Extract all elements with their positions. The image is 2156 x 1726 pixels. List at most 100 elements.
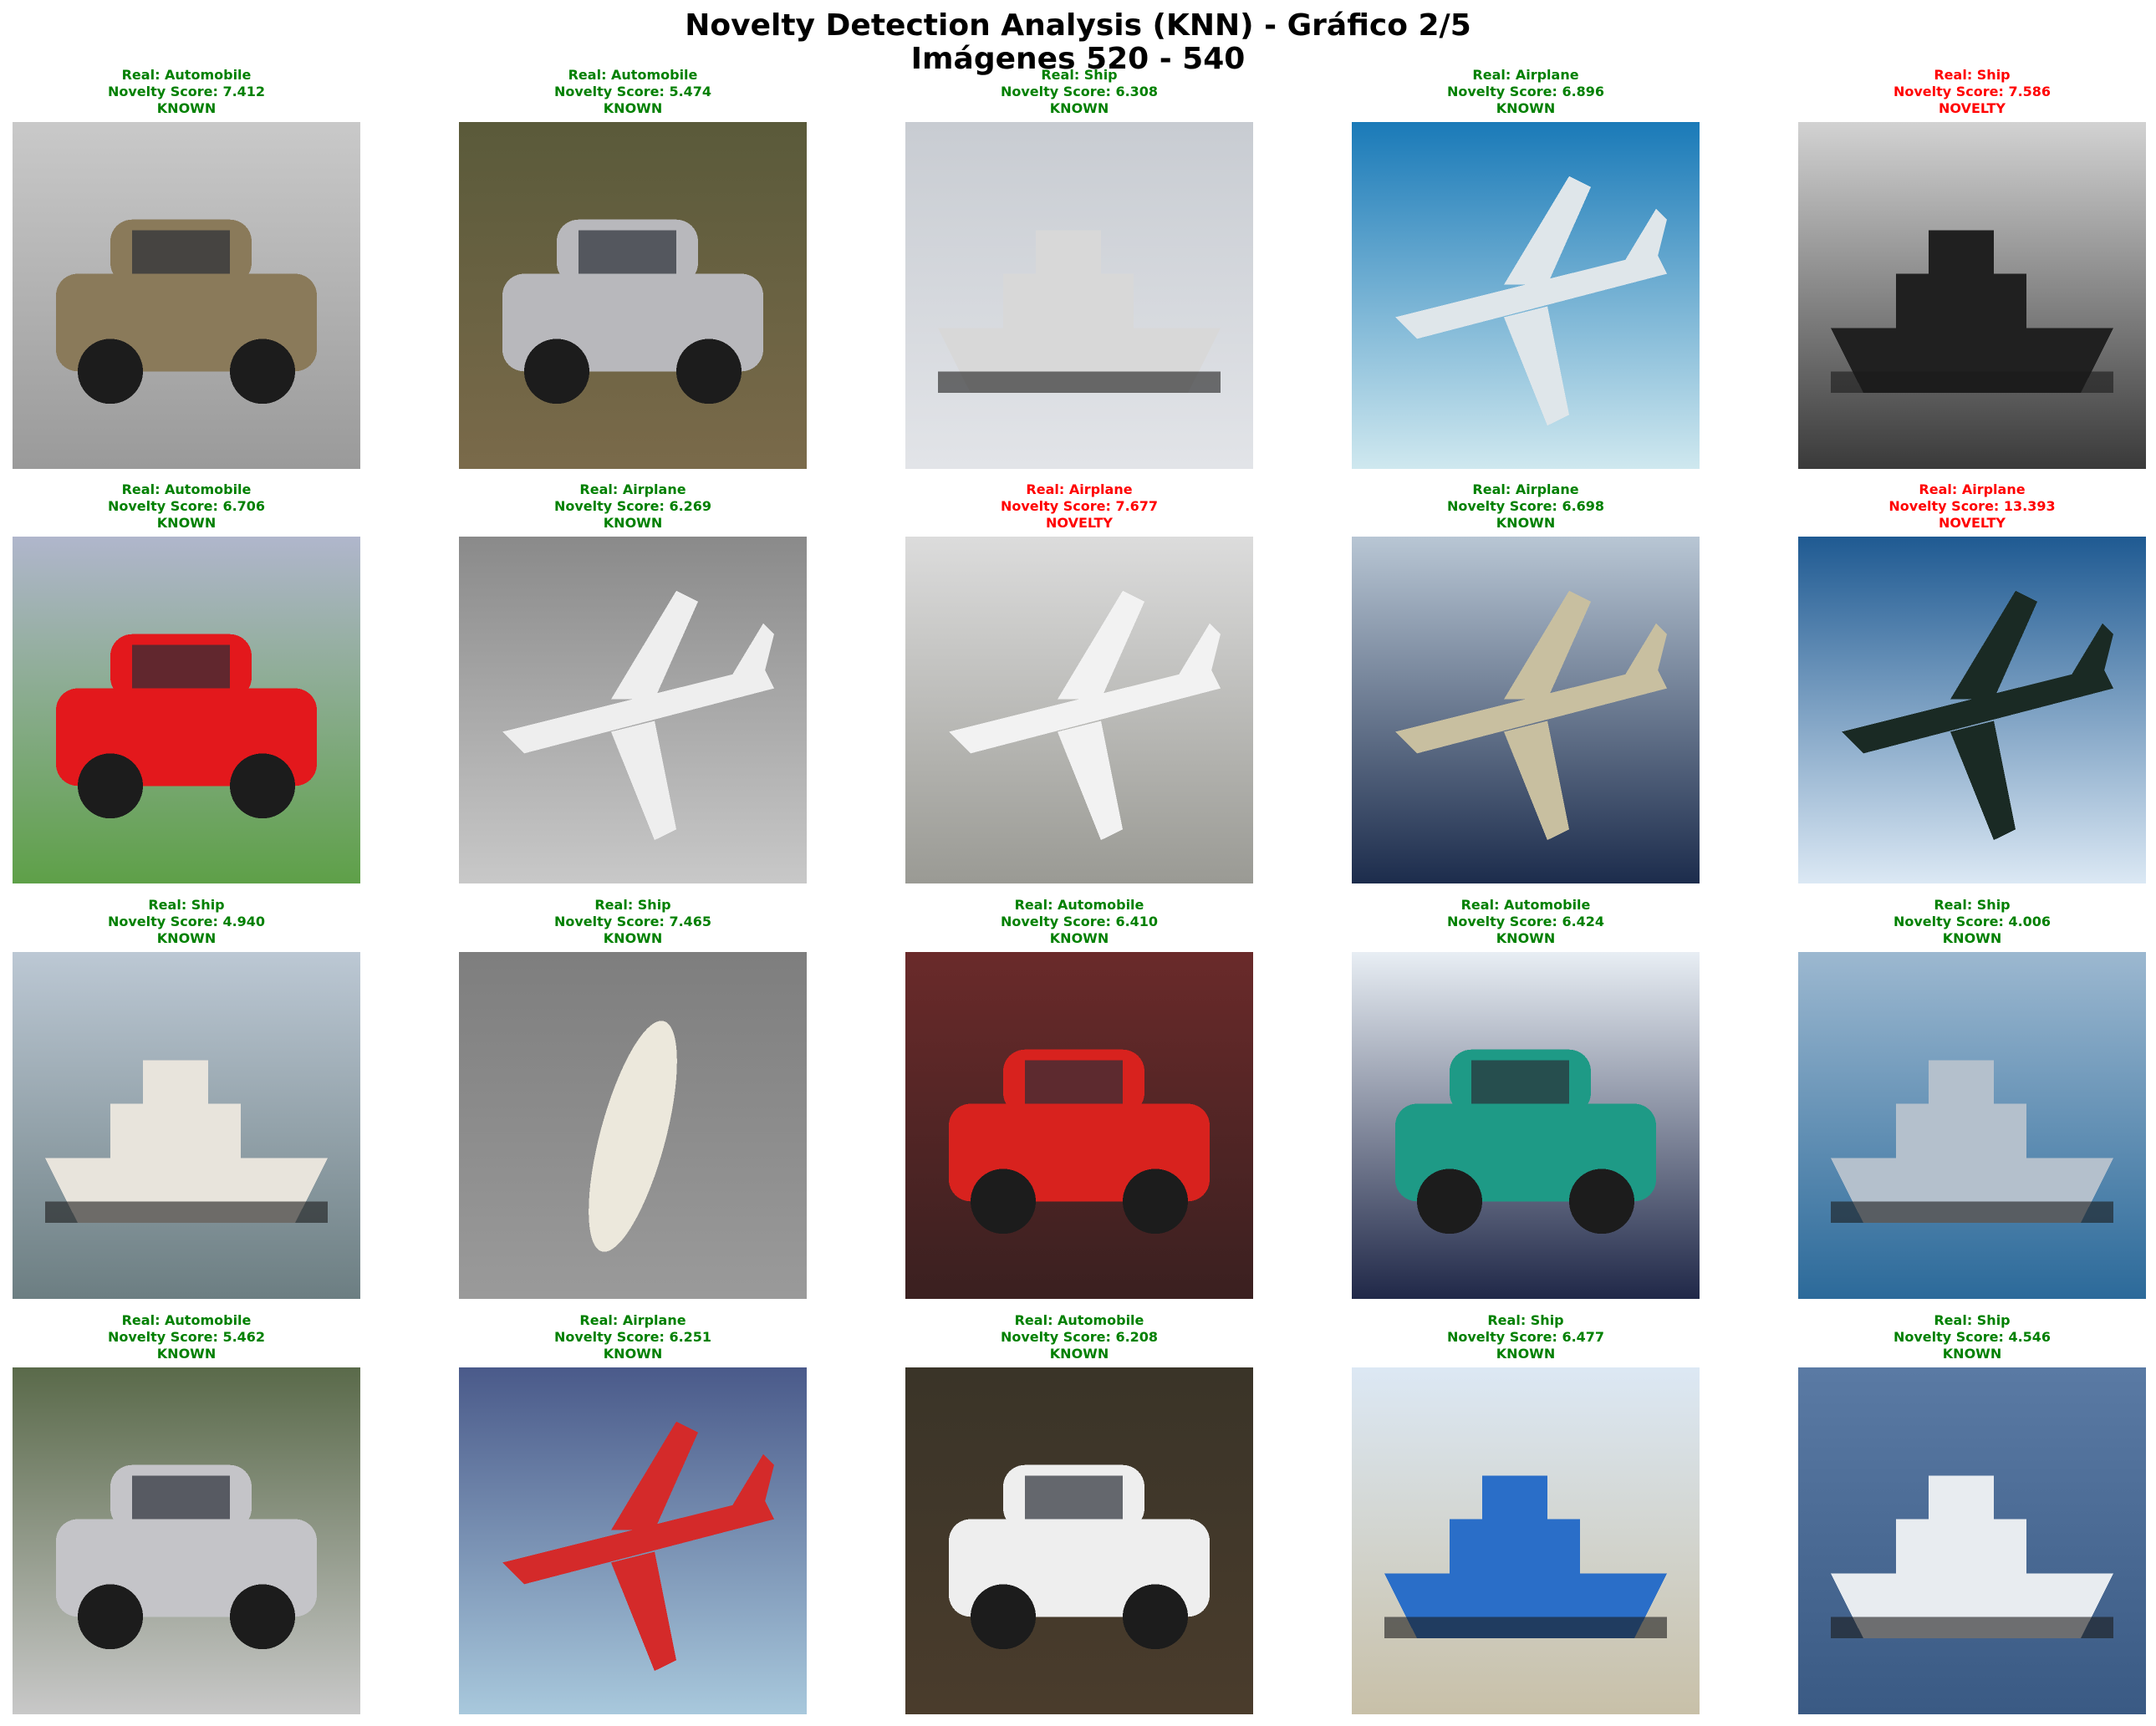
- ship-photo: [905, 122, 1253, 469]
- cell-caption: Real: Ship Novelty Score: 6.477 KNOWN: [1352, 1312, 1700, 1362]
- cell-caption: Real: Airplane Novelty Score: 6.269 KNOWN: [459, 481, 807, 532]
- cell-caption: Real: Automobile Novelty Score: 6.706 KNOW…: [13, 481, 360, 532]
- cell-caption: Real: Automobile Novelty Score: 6.410 KNOW…: [905, 897, 1253, 947]
- status-label: NOVELTY: [1939, 515, 2006, 531]
- car-photo: [13, 1367, 360, 1714]
- ship-photo: [1798, 952, 2146, 1299]
- cell-caption: Real: Airplane Novelty Score: 6.698 KNOWN: [1352, 481, 1700, 532]
- real-label: Real: Airplane: [1472, 481, 1579, 497]
- novelty-score: Novelty Score: 4.006: [1893, 914, 2052, 929]
- status-label: KNOWN: [156, 515, 217, 531]
- ship-photo: [459, 952, 807, 1299]
- ship-photo: [1798, 122, 2146, 469]
- real-label: Real: Automobile: [1460, 897, 1591, 913]
- car-photo: [1352, 952, 1700, 1299]
- real-label: Real: Airplane: [579, 481, 686, 497]
- cell-caption: Real: Ship Novelty Score: 4.006 KNOWN: [1798, 897, 2146, 947]
- real-label: Real: Ship: [148, 897, 225, 913]
- grid-cell: Real: Automobile Novelty Score: 5.462 KNOW…: [13, 1312, 360, 1714]
- real-label: Real: Ship: [1934, 67, 2011, 83]
- ship-photo: [1798, 1367, 2146, 1714]
- real-label: Real: Automobile: [568, 67, 698, 83]
- real-label: Real: Ship: [1934, 1312, 2011, 1328]
- novelty-score: Novelty Score: 6.698: [1446, 498, 1605, 514]
- cell-caption: Real: Automobile Novelty Score: 7.412 KNOW…: [13, 67, 360, 117]
- airplane-photo: [459, 1367, 807, 1714]
- novelty-score: Novelty Score: 6.706: [107, 498, 266, 514]
- real-label: Real: Airplane: [1472, 67, 1579, 83]
- real-label: Real: Airplane: [579, 1312, 686, 1328]
- cell-caption: Real: Automobile Novelty Score: 5.474 KNOW…: [459, 67, 807, 117]
- grid-cell: Real: Automobile Novelty Score: 5.474 KNOW…: [459, 67, 807, 469]
- grid-cell: Real: Airplane Novelty Score: 6.251 KNOWN: [459, 1312, 807, 1714]
- car-photo: [905, 1367, 1253, 1714]
- real-label: Real: Automobile: [1014, 1312, 1144, 1328]
- novelty-score: Novelty Score: 6.208: [1000, 1329, 1159, 1345]
- novelty-score: Novelty Score: 5.474: [553, 84, 712, 99]
- novelty-score: Novelty Score: 13.393: [1888, 498, 2056, 514]
- grid-cell: Real: Ship Novelty Score: 6.308 KNOWN: [905, 67, 1253, 469]
- cell-caption: Real: Airplane Novelty Score: 13.393 NOVEL…: [1798, 481, 2146, 532]
- cell-caption: Real: Automobile Novelty Score: 5.462 KNOW…: [13, 1312, 360, 1362]
- status-label: KNOWN: [1942, 1346, 2002, 1362]
- novelty-score: Novelty Score: 6.251: [553, 1329, 712, 1345]
- status-label: KNOWN: [156, 100, 217, 116]
- status-label: KNOWN: [156, 930, 217, 946]
- figure-title: Novelty Detection Analysis (KNN) - Gráfi…: [685, 8, 1471, 43]
- ship-photo: [13, 952, 360, 1299]
- status-label: KNOWN: [1942, 930, 2002, 946]
- status-label: KNOWN: [1496, 1346, 1556, 1362]
- real-label: Real: Automobile: [121, 67, 252, 83]
- novelty-score: Novelty Score: 5.462: [107, 1329, 266, 1345]
- real-label: Real: Ship: [1487, 1312, 1564, 1328]
- status-label: KNOWN: [1049, 1346, 1109, 1362]
- ship-photo: [1352, 1367, 1700, 1714]
- real-label: Real: Automobile: [1014, 897, 1144, 913]
- grid-cell: Real: Ship Novelty Score: 4.940 KNOWN: [13, 897, 360, 1299]
- novelty-score: Novelty Score: 7.677: [1000, 498, 1159, 514]
- grid-cell: Real: Airplane Novelty Score: 6.698 KNOWN: [1352, 481, 1700, 883]
- cell-caption: Real: Ship Novelty Score: 6.308 KNOWN: [905, 67, 1253, 117]
- status-label: KNOWN: [603, 100, 663, 116]
- cell-caption: Real: Automobile Novelty Score: 6.424 KNOW…: [1352, 897, 1700, 947]
- car-photo: [459, 122, 807, 469]
- novelty-score: Novelty Score: 7.465: [553, 914, 712, 929]
- status-label: KNOWN: [603, 515, 663, 531]
- cell-caption: Real: Airplane Novelty Score: 6.251 KNOWN: [459, 1312, 807, 1362]
- novelty-score: Novelty Score: 6.308: [1000, 84, 1159, 99]
- novelty-score: Novelty Score: 6.269: [553, 498, 712, 514]
- car-photo: [13, 122, 360, 469]
- grid-cell: Real: Ship Novelty Score: 4.546 KNOWN: [1798, 1312, 2146, 1714]
- real-label: Real: Airplane: [1026, 481, 1133, 497]
- car-photo: [13, 537, 360, 883]
- cell-caption: Real: Ship Novelty Score: 4.940 KNOWN: [13, 897, 360, 947]
- status-label: KNOWN: [1496, 930, 1556, 946]
- figure-subtitle: Imágenes 520 - 540: [910, 42, 1246, 76]
- cell-caption: Real: Airplane Novelty Score: 7.677 NOVELT…: [905, 481, 1253, 532]
- grid-cell: Real: Automobile Novelty Score: 6.424 KNOW…: [1352, 897, 1700, 1299]
- cell-caption: Real: Ship Novelty Score: 4.546 KNOWN: [1798, 1312, 2146, 1362]
- novelty-score: Novelty Score: 6.896: [1446, 84, 1605, 99]
- status-label: KNOWN: [1496, 515, 1556, 531]
- novelty-score: Novelty Score: 7.586: [1893, 84, 2052, 99]
- grid-cell: Real: Ship Novelty Score: 7.586 NOVELTY: [1798, 67, 2146, 469]
- real-label: Real: Automobile: [121, 1312, 252, 1328]
- cell-caption: Real: Automobile Novelty Score: 6.208 KNOW…: [905, 1312, 1253, 1362]
- grid-cell: Real: Ship Novelty Score: 4.006 KNOWN: [1798, 897, 2146, 1299]
- status-label: KNOWN: [1496, 100, 1556, 116]
- grid-cell: Real: Automobile Novelty Score: 6.706 KNOW…: [13, 481, 360, 883]
- grid-cell: Real: Automobile Novelty Score: 6.410 KNOW…: [905, 897, 1253, 1299]
- status-label: NOVELTY: [1046, 515, 1113, 531]
- status-label: KNOWN: [1049, 100, 1109, 116]
- grid-cell: Real: Automobile Novelty Score: 7.412 KNOW…: [13, 67, 360, 469]
- novelty-score: Novelty Score: 4.546: [1893, 1329, 2052, 1345]
- status-label: NOVELTY: [1939, 100, 2006, 116]
- grid-cell: Real: Airplane Novelty Score: 7.677 NOVELT…: [905, 481, 1253, 883]
- novelty-score: Novelty Score: 6.477: [1446, 1329, 1605, 1345]
- status-label: KNOWN: [603, 930, 663, 946]
- novelty-score: Novelty Score: 7.412: [107, 84, 266, 99]
- cell-caption: Real: Ship Novelty Score: 7.586 NOVELTY: [1798, 67, 2146, 117]
- novelty-score: Novelty Score: 4.940: [107, 914, 266, 929]
- grid-cell: Real: Automobile Novelty Score: 6.208 KNOW…: [905, 1312, 1253, 1714]
- airplane-photo: [905, 537, 1253, 883]
